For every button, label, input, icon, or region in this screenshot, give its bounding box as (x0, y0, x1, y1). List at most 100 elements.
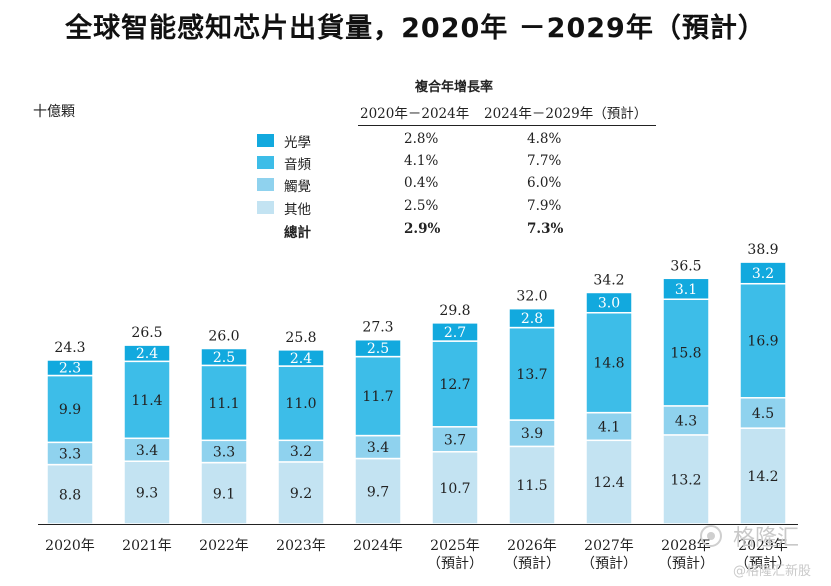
data-label: 11.4 (131, 393, 162, 409)
bar-segment (508, 307, 556, 329)
bar-segment (662, 277, 710, 300)
data-label: 3.2 (290, 444, 312, 460)
data-label: 3.3 (59, 446, 81, 462)
bar-segment (354, 355, 402, 437)
cagr-value: 2.9% (404, 221, 441, 237)
data-label: 9.2 (290, 486, 312, 502)
legend-swatch (257, 201, 274, 214)
x-tick-label: 2021年 (122, 538, 172, 554)
x-tick-label: 2026年 (507, 538, 557, 554)
cagr-value: 2.8% (404, 131, 439, 147)
data-label: 3.2 (752, 266, 774, 282)
data-label: 4.5 (752, 406, 774, 422)
y-unit-label: 十億顆 (33, 104, 75, 120)
data-label: 2.3 (59, 361, 81, 377)
cagr-value: 4.8% (527, 131, 562, 147)
bar-segment (508, 445, 556, 525)
cagr-period-label: 2020年－2024年 (360, 106, 470, 122)
total-label: 34.2 (593, 272, 624, 288)
gelonghui-logo-icon (700, 525, 722, 547)
cagr-value: 7.9% (527, 198, 562, 214)
data-label: 11.5 (516, 478, 547, 494)
data-label: 3.4 (367, 440, 389, 456)
data-label: 13.2 (670, 472, 701, 488)
total-label: 32.0 (516, 289, 547, 305)
total-label: 27.3 (362, 320, 393, 336)
data-label: 14.8 (593, 356, 624, 372)
data-label: 11.7 (362, 389, 393, 405)
legend-label: 其他 (284, 202, 311, 218)
legend-swatch (257, 156, 274, 169)
total-label: 24.3 (54, 340, 85, 356)
total-label: 38.9 (747, 242, 778, 258)
legend-item-audio: 音頻 4.1% 7.7% (257, 152, 597, 174)
bar-segment (739, 261, 787, 285)
data-label: 12.7 (439, 377, 470, 393)
bar-segment (46, 374, 94, 444)
x-tick-label: 2024年 (353, 538, 403, 554)
cagr-header-divider (358, 125, 656, 126)
x-tick-label: 2020年 (45, 538, 95, 554)
data-label: 16.9 (747, 334, 778, 350)
data-label: 3.3 (213, 444, 235, 460)
legend-item-touch: 觸覺 0.4% 6.0% (257, 174, 597, 196)
bar-segment (123, 360, 171, 440)
x-tick-label: （預計） (735, 556, 791, 572)
bar-segment (354, 338, 402, 358)
data-label: 3.9 (521, 426, 543, 442)
data-label: 10.7 (439, 481, 470, 497)
data-label: 15.8 (670, 346, 701, 362)
data-label: 9.7 (367, 484, 389, 500)
bar-segment (431, 322, 479, 342)
bar-segment (200, 461, 248, 525)
legend-swatch (257, 134, 274, 147)
legend-label: 音頻 (284, 157, 311, 173)
legend-label: 光學 (284, 135, 311, 151)
data-label: 9.1 (213, 486, 235, 502)
data-label: 3.4 (136, 443, 158, 459)
bar-segment (431, 340, 479, 428)
data-label: 3.0 (598, 296, 620, 312)
data-label: 9.9 (59, 402, 81, 418)
cagr-value: 6.0% (527, 175, 562, 191)
x-tick-label: 2022年 (199, 538, 249, 554)
cagr-value: 7.3% (527, 221, 564, 237)
data-label: 2.7 (444, 325, 466, 341)
bar-segment (662, 405, 710, 436)
total-label: 26.0 (208, 329, 239, 345)
bar-segment (200, 364, 248, 442)
data-label: 2.5 (213, 350, 235, 366)
bar-segment (662, 434, 710, 525)
data-label: 4.3 (675, 413, 697, 429)
legend-item-optical: 光學 2.8% 4.8% (257, 130, 597, 152)
bar-segment (739, 282, 787, 399)
total-label: 25.8 (285, 330, 316, 346)
bar-segment (277, 349, 325, 367)
legend-item-other: 其他 2.5% 7.9% (257, 197, 597, 219)
legend-swatch (257, 178, 274, 191)
bar-segment (585, 311, 633, 414)
x-tick-label: 2025年 (430, 538, 480, 554)
bar-segment (277, 365, 325, 442)
data-label: 3.1 (675, 282, 697, 298)
x-tick-label: 2027年 (584, 538, 634, 554)
bar-segment (123, 344, 171, 363)
bar-segment (200, 347, 248, 367)
bar-segment (46, 359, 94, 377)
legend-label: 總計 (284, 225, 311, 241)
x-tick-label: （預計） (504, 556, 560, 572)
watermark: 格隆汇 @格隆汇新股 (699, 520, 829, 582)
chart-title: 全球智能感知芯片出貨量，2020年 －2029年（預計） (65, 13, 766, 44)
total-label: 36.5 (670, 258, 701, 274)
cagr-value: 2.5% (404, 198, 439, 214)
x-tick-label: （預計） (427, 556, 483, 572)
x-tick-label: 2029年 (738, 538, 788, 554)
data-label: 2.8 (521, 311, 543, 327)
data-label: 13.7 (516, 367, 547, 383)
x-tick-label: 2028年 (661, 538, 711, 554)
cagr-period-label: 2024年－2029年（預計） (484, 106, 648, 122)
legend-label: 觸覺 (284, 179, 311, 195)
data-label: 2.4 (290, 351, 312, 367)
total-label: 29.8 (439, 303, 470, 319)
